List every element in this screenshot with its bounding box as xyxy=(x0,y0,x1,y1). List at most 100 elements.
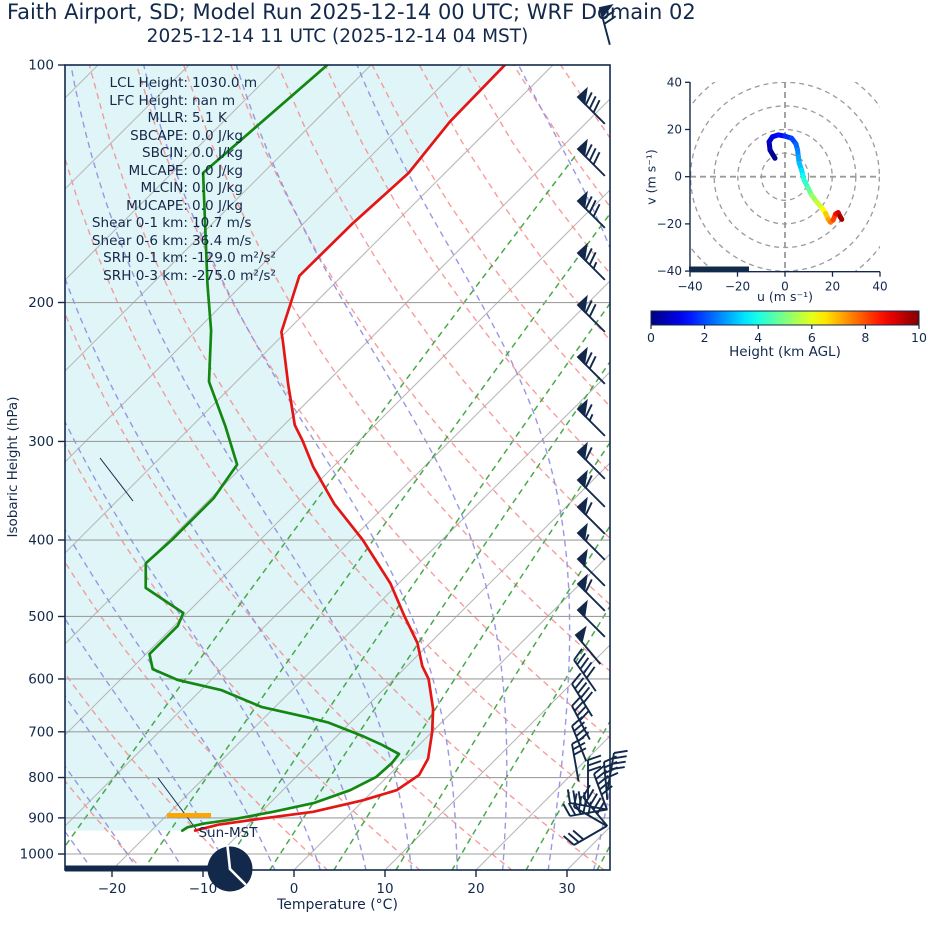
hodograph-u-axis-label: u (m s⁻¹) xyxy=(757,289,813,304)
stat-value: 36.4 m/s xyxy=(192,232,252,249)
svg-text:200: 200 xyxy=(28,295,54,311)
wind-barb xyxy=(598,3,617,45)
svg-text:−20: −20 xyxy=(725,280,750,294)
sunrise-marker xyxy=(167,813,211,818)
wind-barb xyxy=(576,138,606,177)
wind-barb xyxy=(576,548,606,587)
wind-barb xyxy=(562,825,608,846)
skewt-plot-area xyxy=(65,65,610,870)
stat-label: LCL Height: xyxy=(109,75,188,91)
hodograph-v-axis-label: v (m s⁻¹) xyxy=(643,149,659,205)
svg-text:700: 700 xyxy=(28,724,54,740)
wind-barb xyxy=(576,86,606,125)
svg-text:800: 800 xyxy=(28,770,54,786)
wind-barb xyxy=(576,599,606,638)
wind-barb xyxy=(571,736,587,782)
stat-value: -129.0 m²/s² xyxy=(192,250,276,267)
height-colorbar: 0 2 4 6 8 10 xyxy=(647,310,927,345)
svg-text:0: 0 xyxy=(647,330,655,345)
stat-value: 10.7 m/s xyxy=(192,215,252,232)
wind-barb xyxy=(576,522,606,561)
stat-value: nan m xyxy=(192,92,236,109)
svg-text:−10: −10 xyxy=(189,881,218,897)
stat-value: 0.0 J/kg xyxy=(192,127,244,144)
svg-text:10: 10 xyxy=(376,881,393,897)
svg-text:1000: 1000 xyxy=(20,847,54,863)
svg-text:2: 2 xyxy=(701,330,709,345)
temperature-axis-label: Temperature (°C) xyxy=(277,897,398,913)
svg-text:100: 100 xyxy=(28,58,54,74)
temperature-curve xyxy=(193,65,507,832)
stat-row: SRH 0-1 km: -129.0 m²/s² xyxy=(60,250,276,268)
stat-row: Shear 0-1 km: 10.7 m/s xyxy=(60,215,276,233)
wind-barb xyxy=(576,573,606,612)
svg-text:900: 900 xyxy=(28,810,54,826)
page-title: Faith Airport, SD; Model Run 2025-12-14 … xyxy=(7,0,696,24)
svg-text:−20: −20 xyxy=(98,881,127,897)
stat-row: MLCIN: 0.0 J/kg xyxy=(60,180,276,198)
stat-row: MLLR: 5.1 K xyxy=(60,110,276,128)
svg-text:−40: −40 xyxy=(677,280,702,294)
stat-label: SRH 0-1 km: xyxy=(103,250,188,267)
stat-row: LCL Height: 1030.0 m xyxy=(60,75,276,93)
stat-row: MLCAPE: 0.0 J/kg xyxy=(60,163,276,181)
stat-value: 0.0 J/kg xyxy=(192,162,244,179)
svg-text:40: 40 xyxy=(667,75,682,89)
svg-text:4: 4 xyxy=(754,330,762,345)
svg-text:400: 400 xyxy=(28,533,54,549)
svg-text:10: 10 xyxy=(911,330,927,345)
svg-text:0: 0 xyxy=(674,170,682,184)
wind-barb xyxy=(574,625,602,665)
wind-barb xyxy=(576,242,606,281)
stat-row: Shear 0-6 km: 36.4 m/s xyxy=(60,233,276,251)
stat-label: LFC Height: xyxy=(109,92,188,109)
stat-value: 0.0 J/kg xyxy=(192,180,244,197)
wind-barb xyxy=(576,346,606,385)
svg-text:0: 0 xyxy=(781,280,789,294)
svg-text:8: 8 xyxy=(861,330,869,345)
wind-barb xyxy=(576,398,606,437)
clock-icon xyxy=(207,844,253,892)
stat-value: -275.0 m²/s² xyxy=(192,268,276,285)
valid-time-subtitle: 2025-12-14 11 UTC (2025-12-14 04 MST) xyxy=(146,26,529,47)
stat-row: SBCIN: 0.0 J/kg xyxy=(60,145,276,163)
sounding-stats-panel: LCL Height: 1030.0 m LFC Height: nan m MLLR:… xyxy=(60,75,276,286)
stat-label: Shear 0-6 km: xyxy=(91,232,188,249)
svg-text:20: 20 xyxy=(467,881,484,897)
wind-barb xyxy=(573,648,597,692)
svg-text:−20: −20 xyxy=(657,217,682,231)
wind-barb xyxy=(576,469,606,508)
stat-row: MUCAPE: 0.0 J/kg xyxy=(60,198,276,216)
stat-value: 0.0 J/kg xyxy=(192,145,244,162)
wind-barb xyxy=(593,764,613,811)
svg-text:40: 40 xyxy=(872,280,887,294)
stat-value: 0.0 J/kg xyxy=(192,197,244,214)
stat-label: MLCIN: xyxy=(140,180,188,197)
stat-row: LFC Height: nan m xyxy=(60,93,276,111)
wind-barb xyxy=(562,801,608,817)
svg-text:600: 600 xyxy=(28,671,54,687)
colorbar-label: Height (km AGL) xyxy=(729,344,841,360)
svg-text:20: 20 xyxy=(825,280,840,294)
stat-label: MLLR: xyxy=(147,110,188,127)
svg-text:30: 30 xyxy=(558,881,575,897)
night-period-bar xyxy=(65,865,209,872)
wind-barb xyxy=(587,754,602,798)
dewpoint-curve xyxy=(144,65,401,832)
svg-text:20: 20 xyxy=(667,123,682,137)
stat-value: 5.1 K xyxy=(192,110,227,127)
wind-barb xyxy=(576,294,606,333)
svg-text:300: 300 xyxy=(28,434,54,450)
stat-row: SBCAPE: 0.0 J/kg xyxy=(60,128,276,146)
sun-mst-label: Sun-MST xyxy=(198,825,258,841)
wind-barb xyxy=(566,789,608,811)
stat-label: SBCIN: xyxy=(142,145,188,162)
wind-barb xyxy=(576,190,606,229)
svg-text:500: 500 xyxy=(28,609,54,625)
stat-row: SRH 0-3 km: -275.0 m²/s² xyxy=(60,268,276,286)
svg-text:0: 0 xyxy=(290,881,299,897)
svg-text:−40: −40 xyxy=(657,264,682,278)
hodograph: −40 −40 −20 −20 0 0 20 20 40 40 xyxy=(657,75,888,294)
